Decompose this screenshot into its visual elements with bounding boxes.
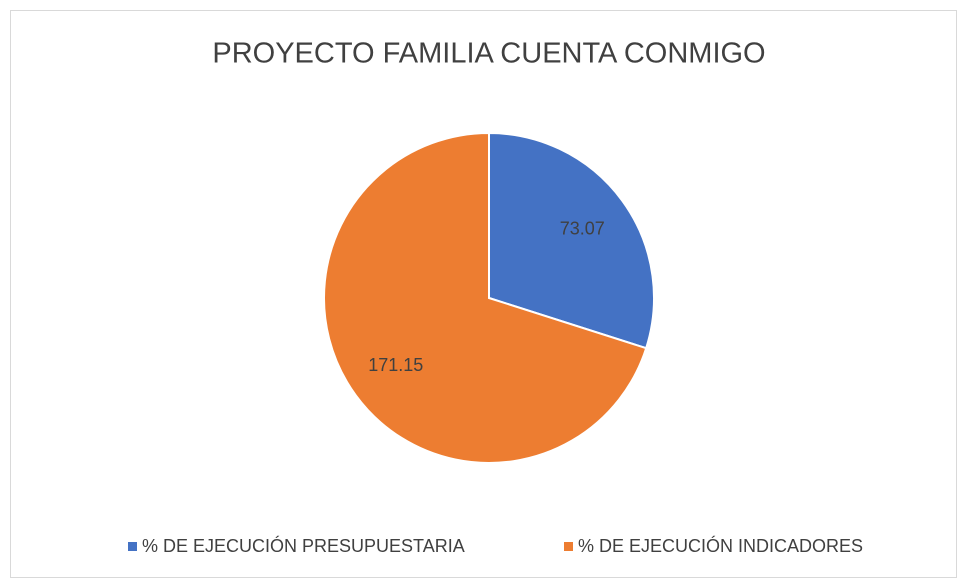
legend-label: % DE EJECUCIÓN PRESUPUESTARIA <box>142 535 465 556</box>
chart-title: PROYECTO FAMILIA CUENTA CONMIGO <box>212 38 765 70</box>
data-label: 73.07 <box>560 219 605 239</box>
pie-slice <box>323 131 648 464</box>
legend-label: % DE EJECUCIÓN INDICADORES <box>578 535 863 556</box>
pie-slice <box>488 131 655 350</box>
legend-marker <box>128 542 137 551</box>
legend-marker <box>564 542 573 551</box>
data-label: 171.15 <box>368 355 423 375</box>
